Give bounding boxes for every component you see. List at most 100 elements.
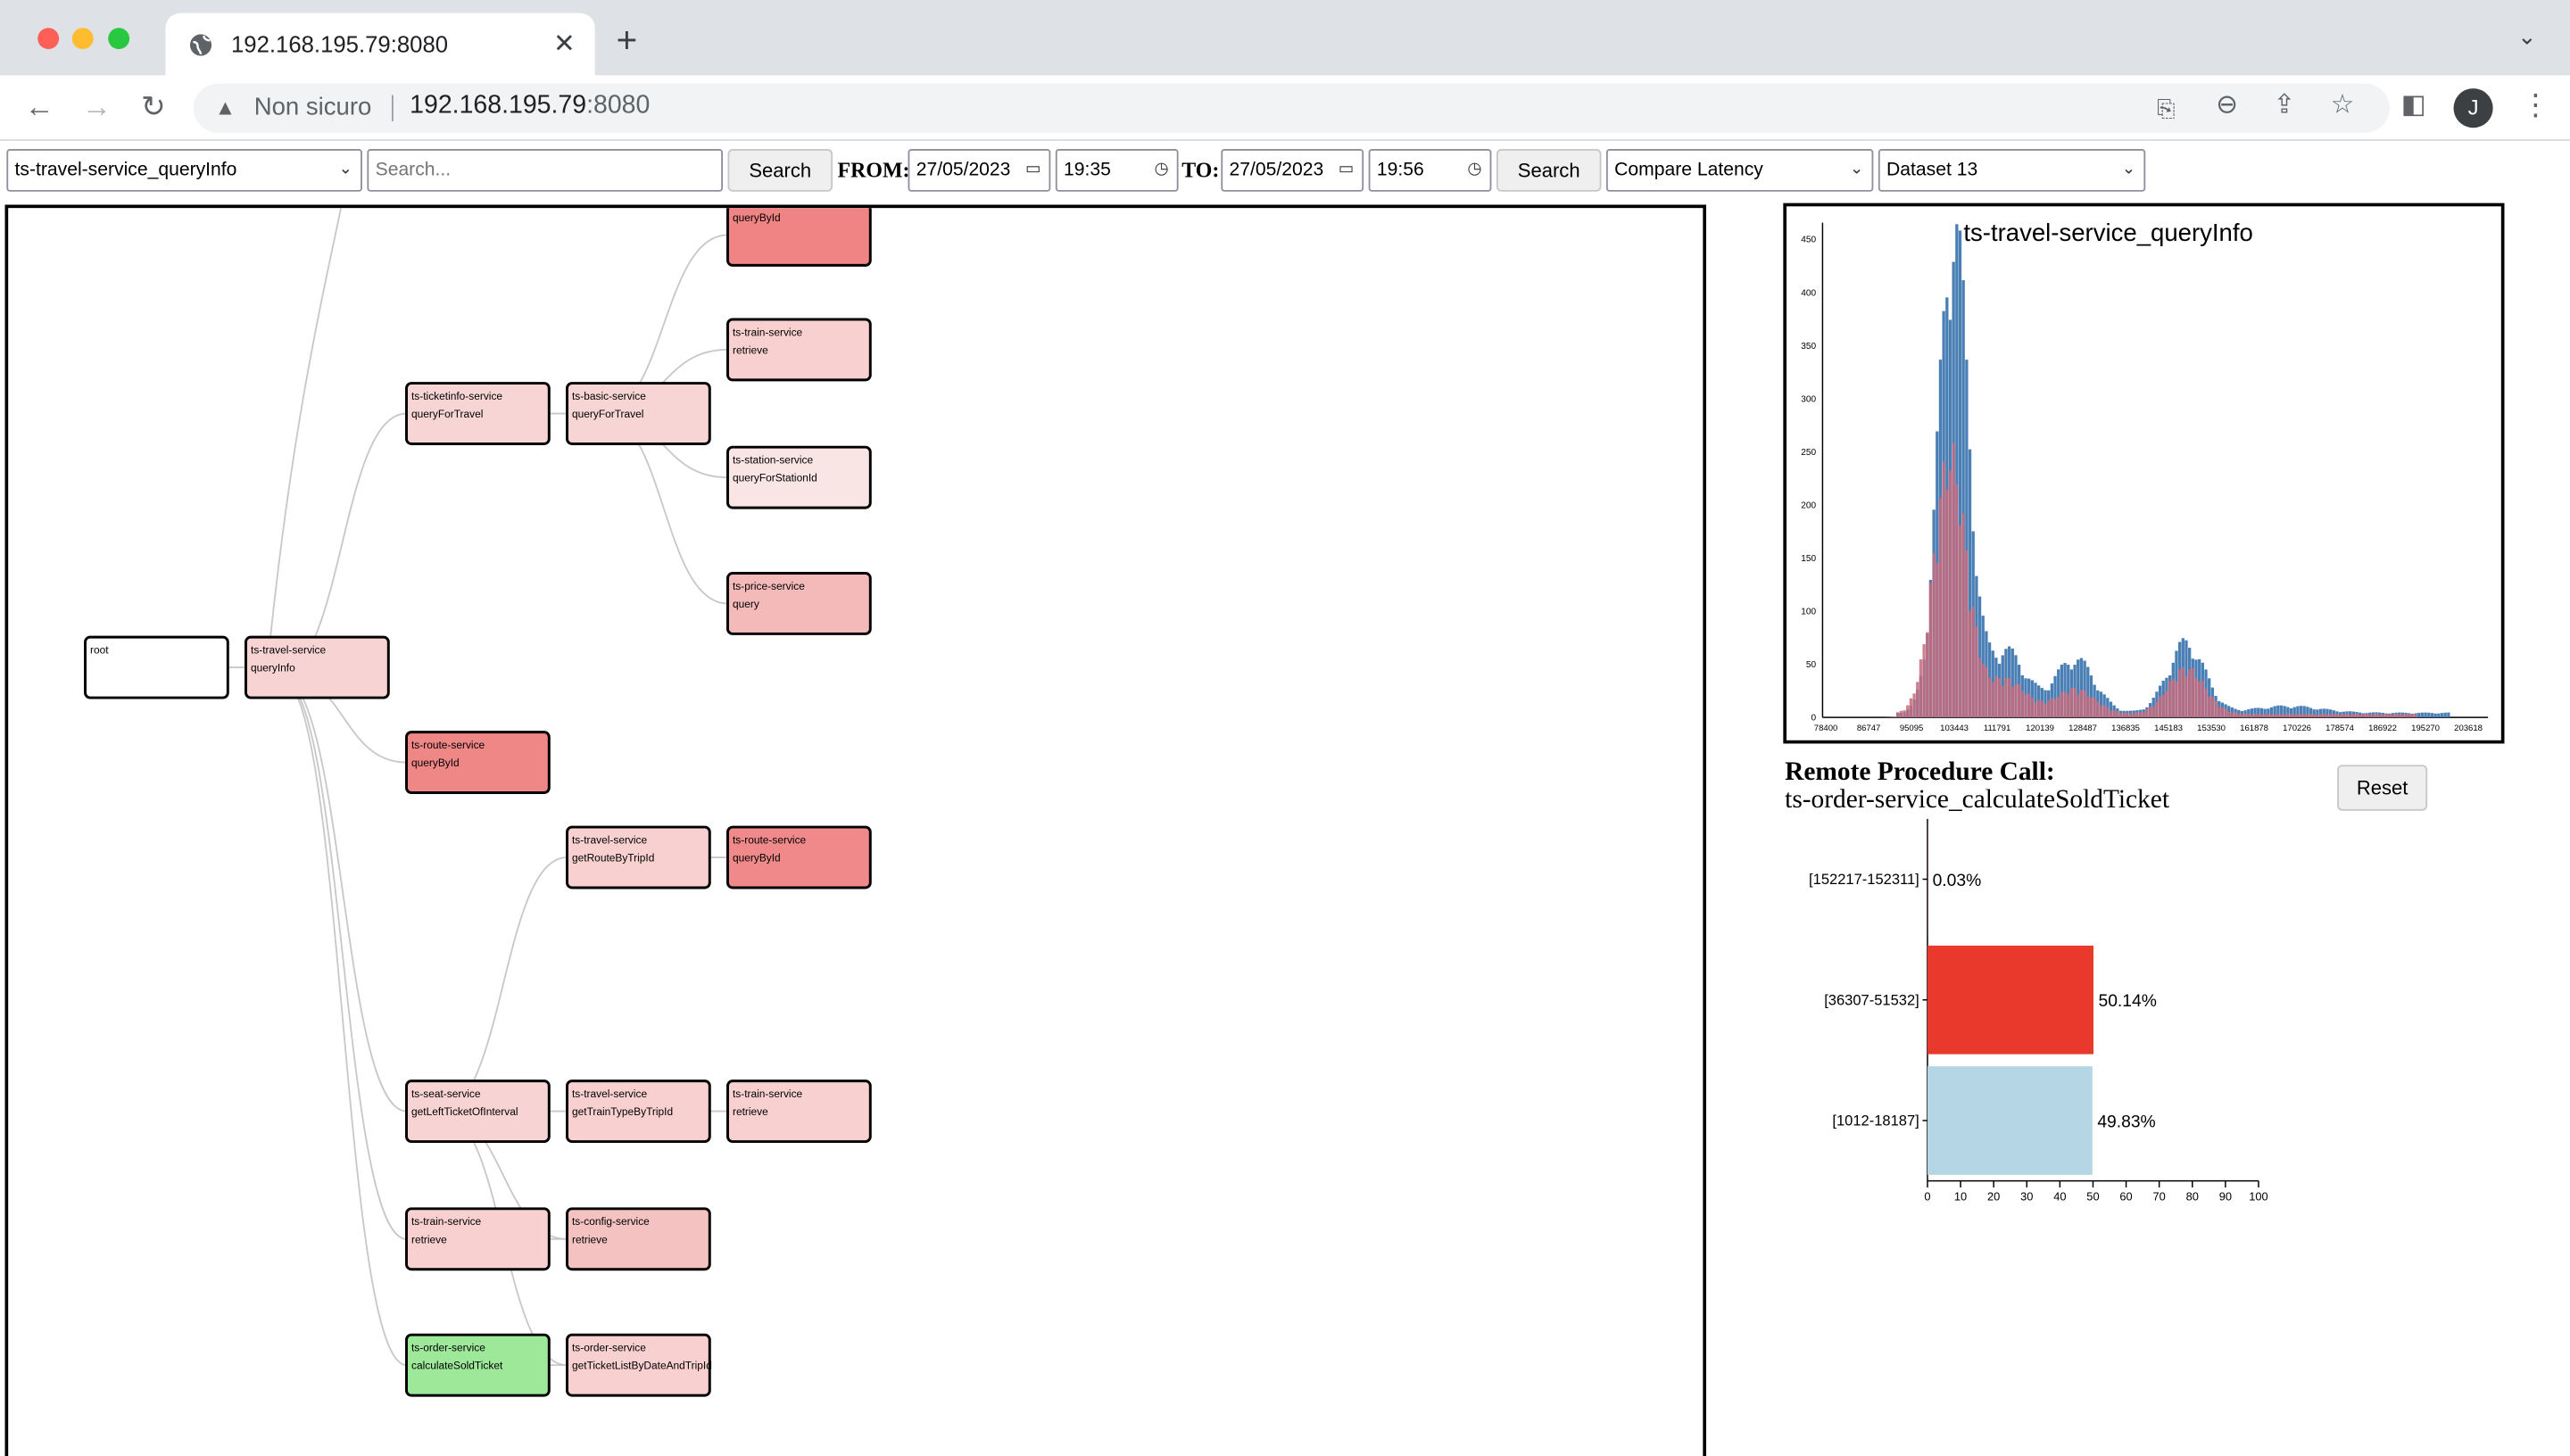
histogram-bar-b [2034,702,2037,718]
graph-node-travel[interactable]: ts-travel-service queryInfo [245,635,390,699]
histogram-bar-b [2361,714,2365,718]
graph-node-order2[interactable]: ts-order-service getTicketListByDateAndTr… [566,1333,712,1397]
bar-category-label: [1012-18187] [1832,1113,1919,1129]
histogram-bar-b [2175,681,2178,718]
histogram-bar-b [2253,714,2257,718]
node-service-label: ts-train-service [733,326,803,338]
graph-node-train2[interactable]: ts-train-service retrieve [726,1080,872,1144]
reload-icon[interactable]: ↻ [140,89,166,123]
histogram-bar-a [2318,708,2323,718]
histogram-bar-b [2398,714,2401,718]
histogram-bar-b [2057,697,2060,718]
node-operation-label: getTicketListByDateAndTripId [572,1360,712,1372]
operation-select[interactable]: ts-travel-service_queryInfo ⌄ [6,149,362,192]
node-service-label: ts-station-service [733,454,813,467]
rpc-heading: Remote Procedure Call: [1785,757,2055,787]
histogram-y-tick: 100 [1801,608,1816,617]
histogram-bar-b [2145,708,2149,718]
histogram-bar-b [2030,697,2034,718]
graph-node-route1[interactable]: ts-route-service queryById [405,731,551,794]
zoom-icon[interactable]: ⊖ [2216,91,2238,120]
histogram-x-tick: 86747 [1857,724,1881,733]
histogram-bar-a [2325,708,2329,718]
histogram-bar-b [2109,710,2113,718]
to-label: TO: [1181,157,1220,182]
bar-x-tick: 60 [2119,1190,2132,1204]
histogram-bar-b [2309,713,2313,718]
histogram-bar-b [1903,710,1906,718]
graph-node-basic[interactable]: ts-basic-service queryForTravel [566,382,711,445]
histogram-bar-b [2368,714,2372,718]
from-time-input[interactable]: 19:35 ◷ [1055,149,1179,192]
histogram-bar-b [2312,714,2316,718]
graph-node-route2[interactable]: ts-route-service queryById [726,825,872,889]
to-time-input[interactable]: 19:56 ◷ [1368,149,1492,192]
graph-node-station[interactable]: ts-station-service queryForStationId [726,445,872,509]
search-input[interactable]: Search... [367,149,723,192]
histogram-bar-b [1916,682,1919,718]
tab-search-chevron-icon[interactable]: ⌄ [2517,22,2537,50]
graph-node-travel3[interactable]: ts-travel-service getTrainTypeByTripId [566,1080,711,1144]
histogram-bar-b [2220,707,2225,718]
histogram-bar-b [1981,664,1985,718]
histogram-bar-b [1936,563,1939,718]
dataset-select[interactable]: Dataset 13 ⌄ [1878,149,2146,192]
histogram-bar-b [2408,713,2411,718]
graph-node-order1[interactable]: ts-order-service calculateSoldTicket [405,1333,551,1397]
histogram-bar-a [2083,660,2086,718]
histogram-bar-b [2067,693,2070,718]
new-tab-icon[interactable]: + [616,20,638,61]
bar-x-tick: 10 [1954,1190,1967,1204]
from-date-input[interactable]: 27/05/2023 ▭ [908,149,1051,192]
menu-kebab-icon[interactable]: ⋮ [2520,88,2550,121]
histogram-y-tick: 50 [1806,660,1817,670]
side-panel-icon[interactable]: ◧ [2400,91,2426,120]
close-tab-icon[interactable]: ✕ [553,30,576,60]
histogram-bar-b [2201,681,2204,718]
histogram-y-tick: 300 [1801,394,1816,404]
histogram-title: ts-travel-service_queryInfo [1963,219,2252,246]
browser-tab[interactable]: 192.168.195.79:8080 ✕ [165,12,595,76]
histogram-bar-b [2318,714,2323,718]
graph-node-top[interactable]: queryById [726,208,872,267]
graph-node-train1[interactable]: ts-train-service retrieve [726,318,872,382]
forward-icon[interactable]: → [81,89,112,123]
graph-node-travel2[interactable]: ts-travel-service getRouteByTripId [566,825,711,889]
to-date-input[interactable]: 27/05/2023 ▭ [1221,149,1364,192]
histogram-bar-b [2001,685,2004,718]
node-operation-label: getTrainTypeByTripId [572,1105,673,1118]
address-bar[interactable]: ▲ Non sicuro 192.168.195.79:8080 ⎘ ⊖ ⇪ ☆ [193,83,2390,133]
graph-node-ticketinfo[interactable]: ts-ticketinfo-service queryForTravel [405,382,551,445]
graph-node-seat[interactable]: ts-seat-service getLeftTicketOfInterval [405,1080,551,1144]
bar-2[interactable] [1927,1066,2093,1175]
profile-avatar[interactable]: J [2453,88,2493,128]
share-icon[interactable]: ⇪ [2273,91,2296,120]
bookmark-star-icon[interactable]: ☆ [2330,91,2355,120]
graph-node-root[interactable]: root [84,635,229,699]
close-window-button[interactable] [37,28,60,50]
histogram-bar-b [2359,714,2362,718]
bar-1[interactable] [1927,945,2093,1055]
reset-button[interactable]: Reset [2337,765,2428,811]
histogram-bar-b [2351,714,2355,718]
graph-node-price[interactable]: ts-price-service query [726,572,872,635]
translate-icon[interactable]: ⎘ [2157,95,2176,121]
mode-select[interactable]: Compare Latency ⌄ [1605,149,1874,192]
zoom-window-button[interactable] [108,28,130,50]
histogram-bar-b [2214,700,2218,718]
node-operation-label: queryForStationId [733,472,817,484]
graph-node-train3[interactable]: ts-train-service retrieve [405,1207,551,1271]
histogram-bar-b [2007,677,2011,718]
search-button[interactable]: Search [727,149,833,192]
search-range-button[interactable]: Search [1496,149,1602,192]
bar-x-tick: 70 [2153,1190,2166,1204]
histogram-bar-b [1912,693,1916,718]
node-service-label: ts-config-service [572,1215,650,1228]
histogram-bar-b [2410,714,2415,718]
graph-edge [269,208,342,638]
histogram-bar-b [2381,714,2385,718]
minimize-window-button[interactable] [71,28,94,50]
graph-node-config[interactable]: ts-config-service retrieve [566,1207,711,1271]
back-icon[interactable]: ← [24,89,54,123]
histogram-bar-b [2102,705,2106,718]
